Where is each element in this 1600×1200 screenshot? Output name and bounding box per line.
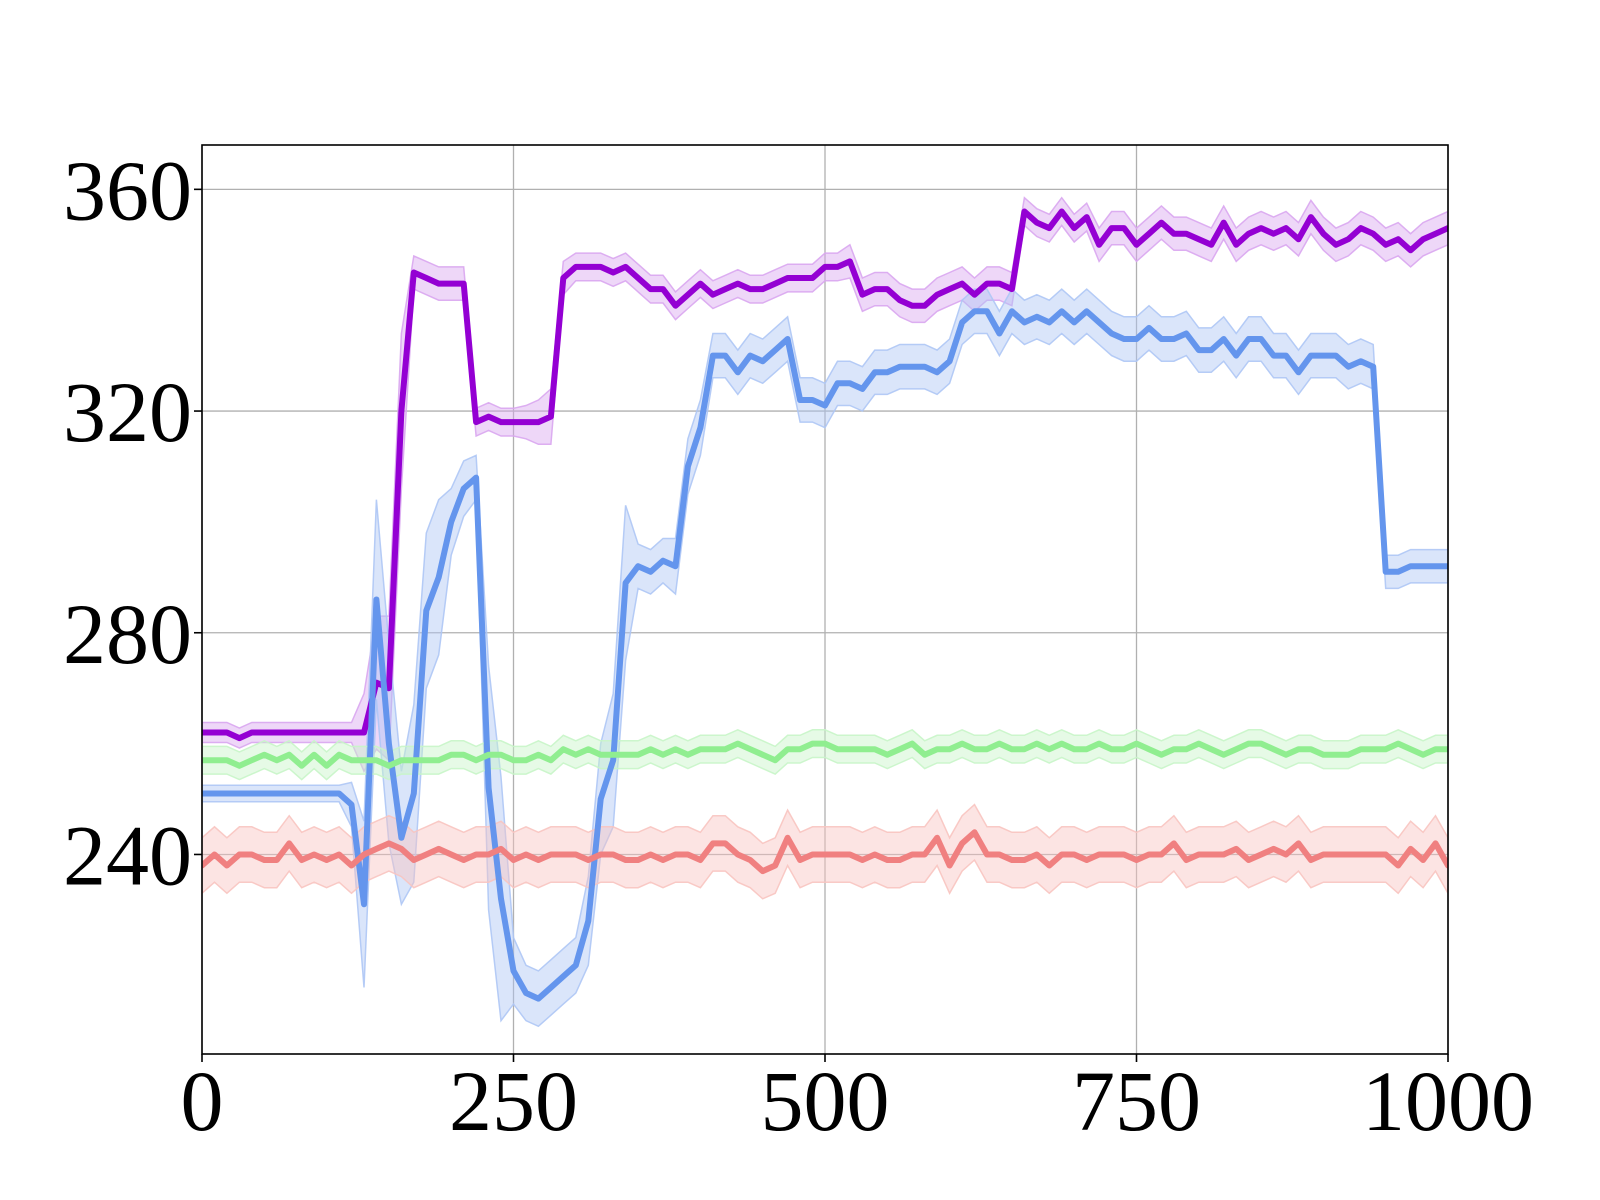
series-3-line bbox=[202, 829, 1448, 875]
y-tick-label: 240 bbox=[63, 807, 192, 903]
tick-labels: 0 250 500 750 1000 240 280 320 360 bbox=[63, 142, 1534, 1149]
x-tick-label: 0 bbox=[181, 1053, 224, 1149]
x-tick-label: 750 bbox=[1072, 1053, 1201, 1149]
series-1-band bbox=[202, 287, 1448, 1028]
y-tick-label: 280 bbox=[63, 586, 192, 682]
series-0-line bbox=[202, 208, 1448, 742]
axis-ticks bbox=[194, 188, 1449, 1062]
series-2-line bbox=[202, 740, 1448, 769]
y-tick-label: 320 bbox=[63, 364, 192, 460]
x-tick-label: 250 bbox=[449, 1053, 578, 1149]
series-0-band bbox=[202, 196, 1448, 773]
x-tick-label: 1000 bbox=[1362, 1053, 1534, 1149]
y-tick-label: 360 bbox=[63, 142, 192, 238]
series-lines bbox=[202, 208, 1448, 1002]
x-tick-label: 500 bbox=[761, 1053, 890, 1149]
series-1-line bbox=[202, 308, 1448, 1002]
